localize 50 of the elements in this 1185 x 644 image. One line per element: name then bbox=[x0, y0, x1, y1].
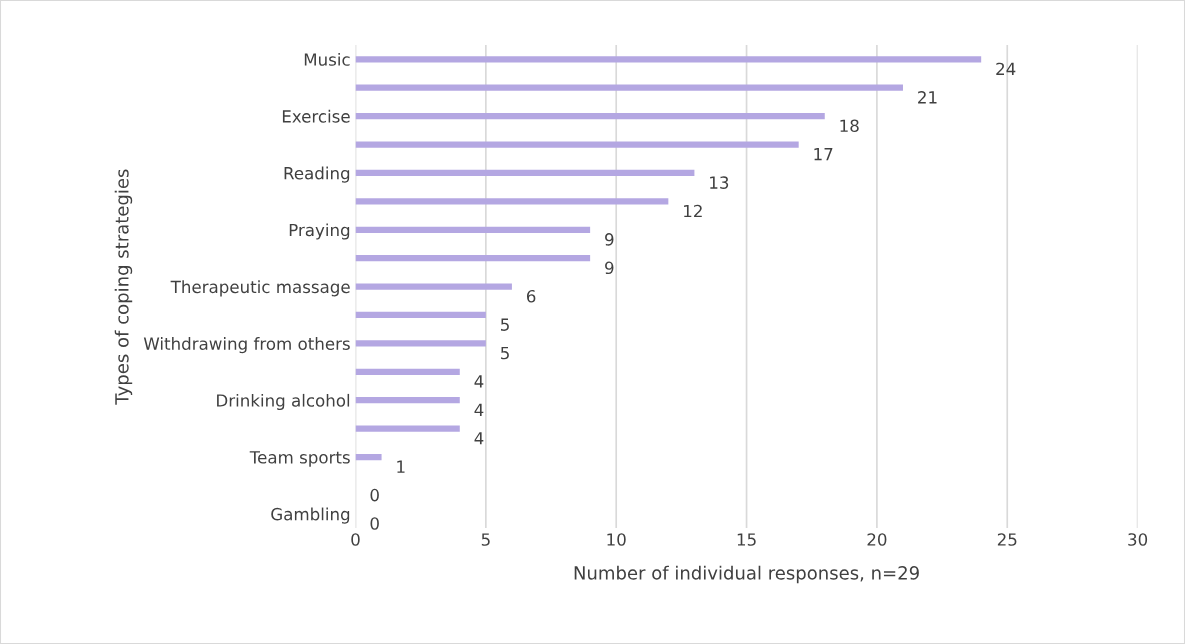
bar bbox=[355, 198, 669, 205]
data-label: 4 bbox=[474, 432, 484, 445]
y-tick-label: Reading bbox=[284, 166, 350, 183]
data-label: 4 bbox=[474, 375, 484, 388]
x-tick-label: 0 bbox=[351, 533, 360, 546]
data-label: 18 bbox=[840, 119, 859, 133]
data-label: 5 bbox=[501, 346, 509, 360]
data-label: 13 bbox=[710, 176, 729, 189]
bar bbox=[355, 169, 695, 177]
data-label: 6 bbox=[526, 289, 536, 303]
y-tick-label: Exercise bbox=[282, 109, 350, 123]
data-label: 9 bbox=[605, 233, 614, 246]
data-label: 21 bbox=[918, 91, 937, 104]
data-label: 4 bbox=[474, 403, 484, 416]
bar bbox=[355, 226, 591, 233]
x-tick-label: 10 bbox=[607, 533, 626, 546]
bar bbox=[355, 311, 486, 319]
data-label: 17 bbox=[814, 148, 833, 161]
y-tick-label: Praying bbox=[289, 223, 350, 240]
x-tick-label: 15 bbox=[737, 533, 756, 546]
bar bbox=[355, 56, 982, 63]
bar bbox=[355, 453, 382, 461]
data-label: 0 bbox=[370, 488, 379, 502]
bar bbox=[355, 255, 591, 262]
data-label: 5 bbox=[501, 318, 509, 331]
x-tick-label: 25 bbox=[997, 533, 1017, 546]
bar bbox=[355, 84, 903, 91]
bar bbox=[355, 340, 486, 347]
x-tick-label: 5 bbox=[481, 533, 490, 546]
bar bbox=[355, 283, 512, 290]
data-label: 9 bbox=[605, 261, 614, 275]
data-label: 0 bbox=[370, 517, 379, 530]
x-tick-label: 20 bbox=[867, 533, 887, 546]
y-tick-label: Drinking alcohol bbox=[217, 393, 350, 411]
bar bbox=[355, 368, 460, 375]
y-tick-label: Therapeutic massage bbox=[170, 280, 350, 297]
data-label: 24 bbox=[996, 62, 1016, 75]
bar bbox=[355, 397, 460, 404]
bar bbox=[355, 425, 460, 432]
data-label: 1 bbox=[397, 460, 405, 473]
bar bbox=[355, 112, 825, 120]
data-label: 12 bbox=[684, 204, 702, 218]
y-tick-label: Music bbox=[304, 52, 350, 66]
y-tick-label: Withdrawing from others bbox=[143, 337, 350, 354]
y-tick-label: Gambling bbox=[271, 507, 350, 524]
y-axis-title: Types of coping strategies bbox=[114, 169, 133, 405]
bar bbox=[355, 141, 799, 148]
y-tick-label: Team sports bbox=[249, 451, 350, 467]
x-axis-title: Number of individual responses, n=29 bbox=[574, 565, 919, 584]
x-tick-label: 30 bbox=[1128, 533, 1148, 546]
